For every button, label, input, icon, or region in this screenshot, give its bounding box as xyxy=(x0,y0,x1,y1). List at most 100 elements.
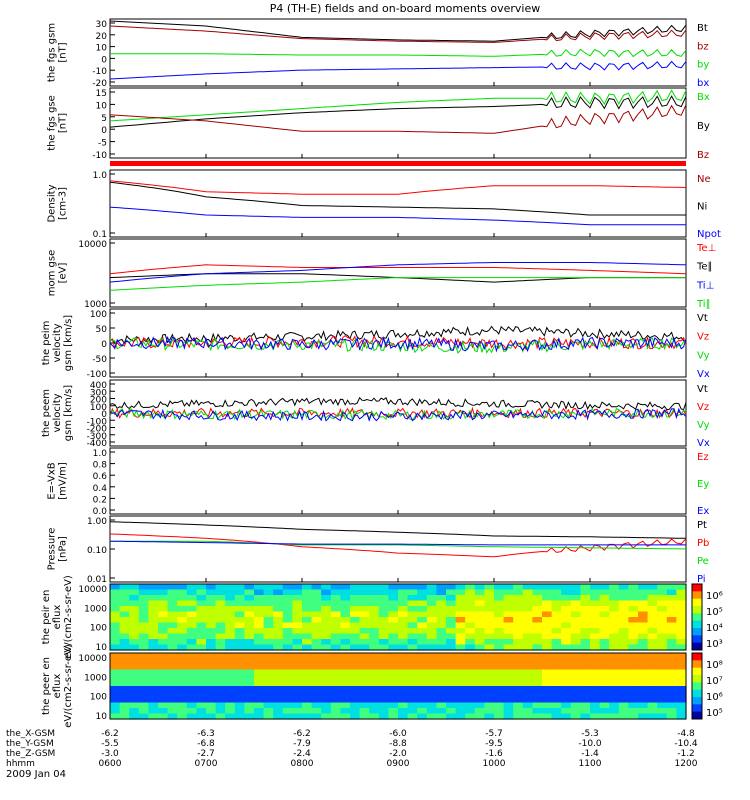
heatmap-cell xyxy=(378,713,389,720)
heatmap-cell xyxy=(676,713,687,720)
heatmap-cell xyxy=(311,606,322,613)
heatmap-cell xyxy=(590,644,601,651)
heatmap-cell xyxy=(551,708,562,715)
heatmap-cell xyxy=(359,639,370,646)
heatmap-cell xyxy=(465,606,476,613)
heatmap-cell xyxy=(388,584,399,591)
heatmap-cell xyxy=(292,713,303,720)
heatmap-cell xyxy=(590,639,601,646)
y-axis-label-line: the peer en xyxy=(41,657,52,715)
heatmap-cell xyxy=(302,595,313,602)
heatmap-cell xyxy=(647,617,658,624)
heatmap-cell xyxy=(110,680,121,687)
heatmap-cell xyxy=(436,653,447,660)
heatmap-cell xyxy=(503,611,514,618)
heatmap-cell xyxy=(282,653,293,660)
series-line-ni xyxy=(109,181,686,216)
y-axis-label: the peer enefluxeV/(cm2-s-sr-eV) xyxy=(41,644,74,728)
heatmap-cell xyxy=(282,606,293,613)
heatmap-cell xyxy=(158,708,169,715)
heatmap-cell xyxy=(129,595,140,602)
heatmap-cell xyxy=(177,680,188,687)
heatmap-cell xyxy=(369,691,380,698)
heatmap-cell xyxy=(484,633,495,640)
heatmap-cell xyxy=(474,658,485,665)
heatmap-cell xyxy=(638,633,649,640)
heatmap-cell xyxy=(407,617,418,624)
ephemeris-row-label: the_Y-GSM xyxy=(6,739,54,749)
heatmap-cell xyxy=(580,589,591,596)
heatmap-cell xyxy=(311,653,322,660)
heatmap-cell xyxy=(580,595,591,602)
heatmap-cell xyxy=(378,653,389,660)
legend-entry: Npot xyxy=(697,229,721,240)
y-axis-label-line: eflux xyxy=(52,674,63,699)
heatmap-cell xyxy=(590,622,601,629)
heatmap-cell xyxy=(378,664,389,671)
heatmap-cell xyxy=(465,697,476,704)
heatmap-cell xyxy=(484,686,495,693)
heatmap-cell xyxy=(570,691,581,698)
heatmap-cell xyxy=(398,664,409,671)
heatmap-cell xyxy=(455,713,466,720)
ephemeris-value: -4.8 xyxy=(677,729,695,739)
heatmap-cell xyxy=(388,675,399,682)
heatmap-cell xyxy=(398,653,409,660)
heatmap-cell xyxy=(110,697,121,704)
heatmap-cell xyxy=(494,611,505,618)
heatmap-cell xyxy=(666,691,677,698)
ephemeris-value: -2.7 xyxy=(197,749,215,759)
heatmap-cell xyxy=(321,639,332,646)
heatmap-cell xyxy=(522,691,533,698)
heatmap-cell xyxy=(638,644,649,651)
heatmap-cell xyxy=(542,702,553,709)
heatmap-cell xyxy=(666,617,677,624)
heatmap-cell xyxy=(167,675,178,682)
heatmap-cell xyxy=(513,628,524,635)
heatmap-cell xyxy=(215,658,226,665)
heatmap-cell xyxy=(609,708,620,715)
heatmap-cell xyxy=(119,686,130,693)
heatmap-cell xyxy=(292,589,303,596)
heatmap-cell xyxy=(263,658,274,665)
heatmap-cell xyxy=(292,628,303,635)
heatmap-cell xyxy=(196,702,207,709)
heatmap-cell xyxy=(638,697,649,704)
heatmap-cell xyxy=(455,702,466,709)
heatmap-cell xyxy=(388,708,399,715)
heatmap-cell xyxy=(302,680,313,687)
heatmap-cell xyxy=(513,697,524,704)
heatmap-cell xyxy=(340,600,351,607)
heatmap-cell xyxy=(426,680,437,687)
heatmap-cell xyxy=(234,669,245,676)
heatmap-cell xyxy=(426,622,437,629)
heatmap-cell xyxy=(503,708,514,715)
heatmap-cell xyxy=(532,644,543,651)
heatmap-cell xyxy=(282,675,293,682)
heatmap-cell xyxy=(599,595,610,602)
heatmap-cell xyxy=(244,611,255,618)
heatmap-cell xyxy=(206,702,217,709)
heatmap-cell xyxy=(599,658,610,665)
heatmap-cell xyxy=(129,589,140,596)
heatmap-cell xyxy=(350,664,361,671)
heatmap-cell xyxy=(263,664,274,671)
heatmap-cell xyxy=(196,617,207,624)
heatmap-cell xyxy=(282,633,293,640)
legend-entry: Vz xyxy=(697,402,709,413)
heatmap-cell xyxy=(522,639,533,646)
heatmap-cell xyxy=(378,589,389,596)
heatmap-cell xyxy=(455,658,466,665)
heatmap-cell xyxy=(186,675,197,682)
heatmap-cell xyxy=(580,664,591,671)
heatmap-cell xyxy=(513,702,524,709)
ephemeris-value: -9.5 xyxy=(485,739,503,749)
heatmap-cell xyxy=(148,675,159,682)
heatmap-cell xyxy=(148,697,159,704)
heatmap-cell xyxy=(647,675,658,682)
heatmap-cell xyxy=(561,658,572,665)
heatmap-cell xyxy=(513,633,524,640)
heatmap-cell xyxy=(273,622,284,629)
heatmap-cell xyxy=(254,628,265,635)
heatmap-cell xyxy=(618,606,629,613)
